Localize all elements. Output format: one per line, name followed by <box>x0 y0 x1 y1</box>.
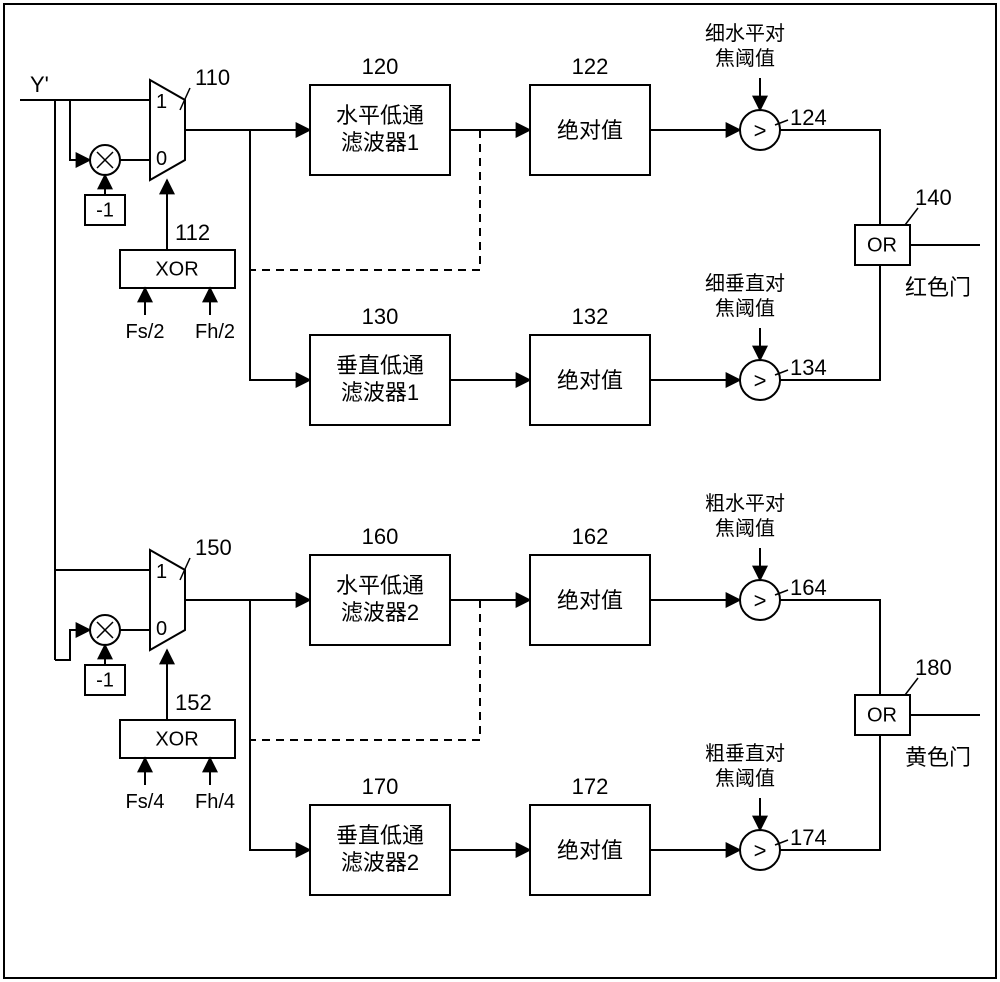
hth-l1: 细水平对 <box>705 22 785 45</box>
ref-172: 172 <box>572 774 609 799</box>
ref-150: 150 <box>195 535 232 560</box>
hfilter-l2: 滤波器2 <box>341 600 419 625</box>
ref-140: 140 <box>915 185 952 210</box>
vfilter-l2: 滤波器1 <box>341 380 419 405</box>
vth-l1: 细垂直对 <box>705 272 785 295</box>
ref-120: 120 <box>362 54 399 79</box>
ref-110: 110 <box>195 65 230 90</box>
ref-130: 130 <box>362 304 399 329</box>
hth-l2: 焦阈值 <box>715 517 775 540</box>
out-red: 红色门 <box>905 275 971 300</box>
vfilter-l2: 滤波器2 <box>341 850 419 875</box>
xor-label: XOR <box>155 258 198 280</box>
vabs-label: 绝对值 <box>557 368 623 393</box>
vcmp-label: > <box>754 368 767 393</box>
ref-170: 170 <box>362 774 399 799</box>
ref-132: 132 <box>572 304 609 329</box>
vfilter-l1: 垂直低通 <box>336 823 424 848</box>
mux-in-top: 1 <box>156 91 167 113</box>
ref-122: 122 <box>572 54 609 79</box>
mux-in-bot: 0 <box>156 618 167 640</box>
habs-label: 绝对值 <box>557 588 623 613</box>
xor-label: XOR <box>155 728 198 750</box>
out-yellow: 黄色门 <box>905 745 971 770</box>
hcmp-label: > <box>754 118 767 143</box>
fs2-label: Fs/2 <box>126 321 165 343</box>
input-label: Y' <box>30 72 49 97</box>
or-label: OR <box>867 234 897 256</box>
vcmp-label: > <box>754 838 767 863</box>
hth-l2: 焦阈值 <box>715 47 775 70</box>
ref-174: 174 <box>790 825 827 850</box>
const-label: -1 <box>96 199 114 221</box>
ref-180: 180 <box>915 655 952 680</box>
mux-in-bot: 0 <box>156 148 167 170</box>
vfilter-l1: 垂直低通 <box>336 353 424 378</box>
ref-160: 160 <box>362 524 399 549</box>
ref-162: 162 <box>572 524 609 549</box>
hfilter-l1: 水平低通 <box>336 573 424 598</box>
vth-l2: 焦阈值 <box>715 297 775 320</box>
hcmp-label: > <box>754 588 767 613</box>
ref-124: 124 <box>790 105 827 130</box>
fh2-label: Fh/2 <box>195 321 235 343</box>
hfilter-l2: 滤波器1 <box>341 130 419 155</box>
ref-152: 152 <box>175 690 212 715</box>
hfilter-l1: 水平低通 <box>336 103 424 128</box>
vabs-label: 绝对值 <box>557 838 623 863</box>
fs4-label: Fs/4 <box>126 791 165 813</box>
hth-l1: 粗水平对 <box>705 492 785 515</box>
const-label: -1 <box>96 669 114 691</box>
mux-in-top: 1 <box>156 561 167 583</box>
habs-label: 绝对值 <box>557 118 623 143</box>
ref-112: 112 <box>175 220 210 245</box>
or-label: OR <box>867 704 897 726</box>
ref-164: 164 <box>790 575 827 600</box>
vth-l1: 粗垂直对 <box>705 742 785 765</box>
vth-l2: 焦阈值 <box>715 767 775 790</box>
ref-134: 134 <box>790 355 827 380</box>
block-diagram: Y' -1 1 0 110 XOR 112 Fs/2 Fh/2 水平低通 滤波器… <box>0 0 1000 982</box>
fh4-label: Fh/4 <box>195 791 235 813</box>
